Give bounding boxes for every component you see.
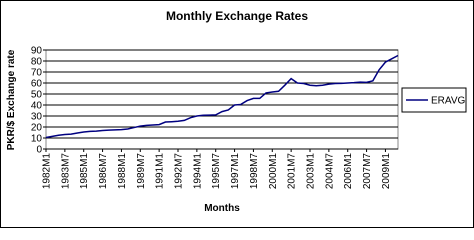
x-tick-label: 1998M7 [249,153,260,190]
x-tick-label: 1997M1 [230,153,241,190]
x-tick-label: 2000M1 [268,153,279,190]
x-tick-label: 1986M7 [98,153,109,190]
x-tick-label: 2003M1 [306,153,317,190]
x-tick-label: 1992M7 [174,153,185,190]
y-tick-label: 90 [31,46,43,57]
x-tick-label: 2001M7 [287,153,298,190]
y-tick-label: 60 [31,79,43,90]
data-line [45,54,399,139]
x-tick-label: 1988M1 [117,153,128,190]
chart-title: Monthly Exchange Rates [166,9,308,23]
y-tick-label: 10 [31,134,43,145]
x-tick-label: 1991M1 [155,153,166,190]
y-tick-label: 70 [31,68,43,79]
x-tick-label: 2007M7 [362,153,373,190]
legend-label: ERAVG [431,96,465,107]
x-tick-label: 1994M1 [192,153,203,190]
x-tick-label: 1982M1 [42,153,53,190]
x-tick-label: 1983M7 [60,153,71,190]
x-tick-label: 2004M7 [324,153,335,190]
x-tick-label: 1995M7 [211,153,222,190]
y-tick-label: 80 [31,57,43,68]
x-tick-label: 2006M1 [343,153,354,190]
y-tick-label: 40 [31,101,43,112]
y-tick-label: 0 [36,145,42,156]
y-tick-label: 30 [31,112,43,123]
x-tick-label: 2009M1 [381,153,392,190]
y-tick-label: 50 [31,90,43,101]
y-tick-label: 20 [31,123,43,134]
chart: Monthly Exchange Rates PKR/$ Exchange ra… [0,0,474,228]
x-tick-label: 1985M1 [79,153,90,190]
y-axis-label: PKR/$ Exchange rate [6,49,17,150]
x-axis-label: Months [204,203,240,214]
plot-area [45,49,399,150]
x-tick-label: 1989M7 [136,153,147,190]
